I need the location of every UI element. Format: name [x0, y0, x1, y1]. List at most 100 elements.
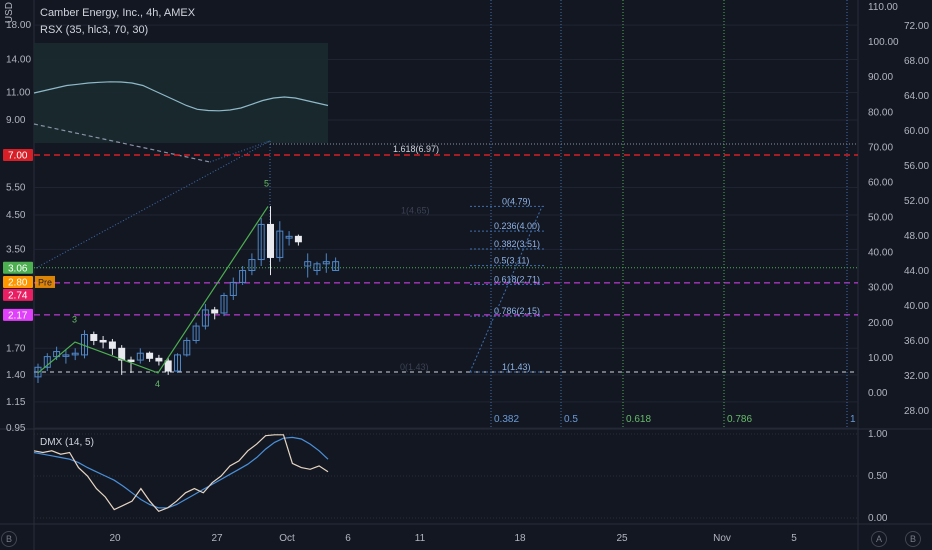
time-axis-tick: 25: [616, 533, 628, 544]
b-logo-icon[interactable]: B: [1, 531, 17, 547]
left-price-tick: 4.50: [6, 210, 26, 221]
left-price-tick: 18.00: [6, 20, 31, 31]
right-price-tick: 72.00: [904, 21, 929, 32]
candle-body: [257, 223, 265, 261]
candle-body: [239, 270, 247, 283]
candle-body: [304, 261, 312, 267]
rsx-panel: [34, 43, 328, 143]
currency-label: USD: [4, 2, 15, 24]
rsx-axis-tick: 10.00: [868, 353, 893, 364]
rsx-axis-tick: 40.00: [868, 248, 893, 259]
right-price-tick: 56.00: [904, 161, 929, 172]
candle-body: [183, 339, 191, 356]
rsx-axis-tick: 30.00: [868, 283, 893, 294]
left-price-tick: 9.00: [6, 115, 26, 126]
right-price-tick: 48.00: [904, 231, 929, 242]
candle-body: [201, 309, 209, 327]
log-scale-button[interactable]: B: [905, 531, 921, 547]
candle-body: [155, 357, 163, 362]
fib-extension-label: 1.618(6.97): [393, 144, 439, 154]
price-badge: [3, 149, 33, 162]
right-price-tick: 64.00: [904, 91, 929, 102]
dmx-axis-tick: 0.00: [868, 513, 888, 524]
fib-retracement[interactable]: 0.382 0.5 0.618 0.786 1 0(4.79) 0.236(4.00) 0.3…: [393, 0, 856, 428]
candle-body: [313, 263, 321, 272]
pre-market-tag: [35, 275, 55, 288]
ghost-fib-label: 1(4.65): [401, 205, 430, 215]
time-fib-label: 0.618: [626, 414, 651, 425]
time-axis-tick: 20: [109, 533, 121, 544]
fib-level-label: 0.786(2.15): [494, 306, 540, 316]
candle-body: [332, 261, 340, 272]
time-fib-label: 0.5: [564, 414, 578, 425]
axes: 18.0014.0011.009.005.504.503.501.701.401…: [3, 2, 929, 544]
left-price-tick: 14.00: [6, 55, 31, 66]
fib-level-label: 0.382(3.51): [494, 239, 540, 249]
price-badge: [3, 288, 33, 301]
right-price-tick: 52.00: [904, 196, 929, 207]
rsx-pane: [33, 43, 329, 270]
fib-level-label: 0.236(4.00): [494, 221, 540, 231]
auto-scale-button[interactable]: A: [871, 531, 887, 547]
dotted-trendline: [209, 140, 271, 163]
dmx-indicator-title[interactable]: DMX (14, 5): [40, 437, 94, 448]
fib-level-label: 0.5(3.11): [494, 256, 529, 266]
candle-body: [71, 352, 79, 356]
candle-body: [99, 339, 107, 343]
time-axis-tick: 18: [514, 533, 526, 544]
rsx-axis-tick: 60.00: [868, 177, 893, 188]
rsx-axis-tick: 70.00: [868, 142, 893, 153]
candle-body: [174, 354, 181, 372]
price-badge: [3, 275, 33, 288]
ghost-fib-label: 0(1.43): [400, 362, 429, 372]
price-badge-label: 2.80: [8, 277, 28, 288]
left-price-tick: 1.70: [6, 343, 26, 354]
fib-level-label: 1(1.43): [502, 362, 531, 372]
candle-body: [248, 259, 256, 272]
wave-label-3: 3: [72, 315, 77, 325]
candle-body: [276, 230, 284, 258]
right-price-tick: 28.00: [904, 406, 929, 417]
candle-body: [108, 341, 116, 349]
price-badge-label: 7.00: [8, 151, 28, 162]
candle-body: [220, 294, 228, 314]
rsx-axis-tick: 20.00: [868, 318, 893, 329]
rsx-line: [33, 81, 329, 112]
time-axis-tick: 11: [415, 533, 426, 544]
rsx-axis-tick: 0.00: [868, 388, 888, 399]
rsx-axis-tick: 80.00: [868, 107, 893, 118]
price-badge: [3, 308, 33, 321]
rsx-indicator-title[interactable]: RSX (35, hlc3, 70, 30): [40, 24, 149, 36]
price-badge-label: 3.06: [8, 263, 28, 274]
time-fib-label: 1: [850, 414, 856, 425]
price-badge: [3, 261, 33, 274]
candle-body: [164, 360, 172, 372]
candle-body: [285, 235, 293, 239]
dmx-axis-tick: 0.50: [868, 471, 888, 482]
candle-body: [211, 309, 219, 314]
rsx-axis-tick: 90.00: [868, 72, 893, 83]
left-price-tick: 3.50: [6, 244, 26, 255]
rsx-axis-tick: 110.00: [868, 2, 898, 13]
fib-level-label: 0.618(2.71): [494, 274, 540, 284]
candle-body: [322, 261, 330, 265]
candle-body: [136, 352, 144, 361]
dmx-blue-line: [33, 436, 329, 509]
candle-body: [62, 354, 70, 357]
price-badge-label: 2.74: [8, 290, 28, 301]
time-axis-tick: 6: [345, 533, 351, 544]
time-axis-tick: 5: [791, 533, 797, 544]
fib-level-label: 0(4.79): [502, 196, 531, 206]
candle-body: [229, 281, 237, 296]
candle-body: [53, 351, 61, 358]
left-price-tick: 11.00: [6, 88, 31, 99]
candle-body: [90, 334, 98, 341]
time-axis-tick: Oct: [279, 533, 295, 544]
candles: [34, 206, 340, 383]
symbol-title[interactable]: Camber Energy, Inc., 4h, AMEX: [40, 7, 196, 19]
candle-body: [118, 347, 126, 361]
dmx-white-line: [33, 434, 329, 513]
candle-body: [127, 359, 135, 363]
elliott-wave: 3 4 5: [37, 178, 269, 389]
